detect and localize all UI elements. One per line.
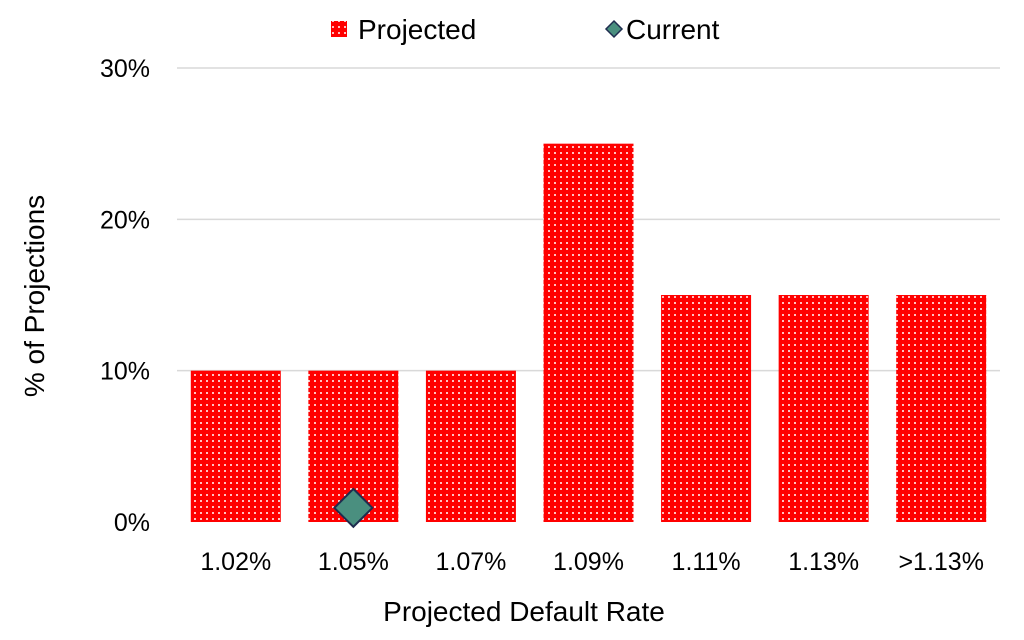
bar <box>661 295 752 522</box>
bar <box>190 370 281 522</box>
y-tick-label: 10% <box>100 358 150 386</box>
x-tick-label: >1.13% <box>898 548 984 576</box>
y-tick-label: 0% <box>114 509 150 537</box>
y-tick-label: 30% <box>100 55 150 83</box>
y-tick-label: 20% <box>100 206 150 234</box>
legend-swatch-current <box>604 19 624 39</box>
bars <box>190 143 987 522</box>
x-tick-label: 1.05% <box>318 548 389 576</box>
bar <box>896 295 987 522</box>
legend-label-current: Current <box>626 14 720 45</box>
legend-label-projected: Projected <box>358 14 476 45</box>
x-tick-label: 1.07% <box>435 548 506 576</box>
bar <box>778 295 869 522</box>
current-marker <box>332 487 374 529</box>
x-axis-ticks: 1.02% 1.05% 1.07% 1.09% 1.11% 1.13% >1.13% <box>200 548 984 576</box>
y-axis-title: % of Projections <box>19 195 50 397</box>
x-tick-label: 1.09% <box>553 548 624 576</box>
x-tick-label: 1.13% <box>788 548 859 576</box>
legend-swatch-projected <box>331 21 347 37</box>
markers <box>332 487 374 529</box>
x-tick-label: 1.02% <box>200 548 271 576</box>
bar <box>425 370 516 522</box>
legend: Projected Current <box>331 14 720 45</box>
y-axis-ticks: 0% 10% 20% 30% <box>100 55 150 537</box>
bar <box>543 143 634 522</box>
x-tick-label: 1.11% <box>672 548 741 576</box>
x-axis-title: Projected Default Rate <box>383 596 665 627</box>
